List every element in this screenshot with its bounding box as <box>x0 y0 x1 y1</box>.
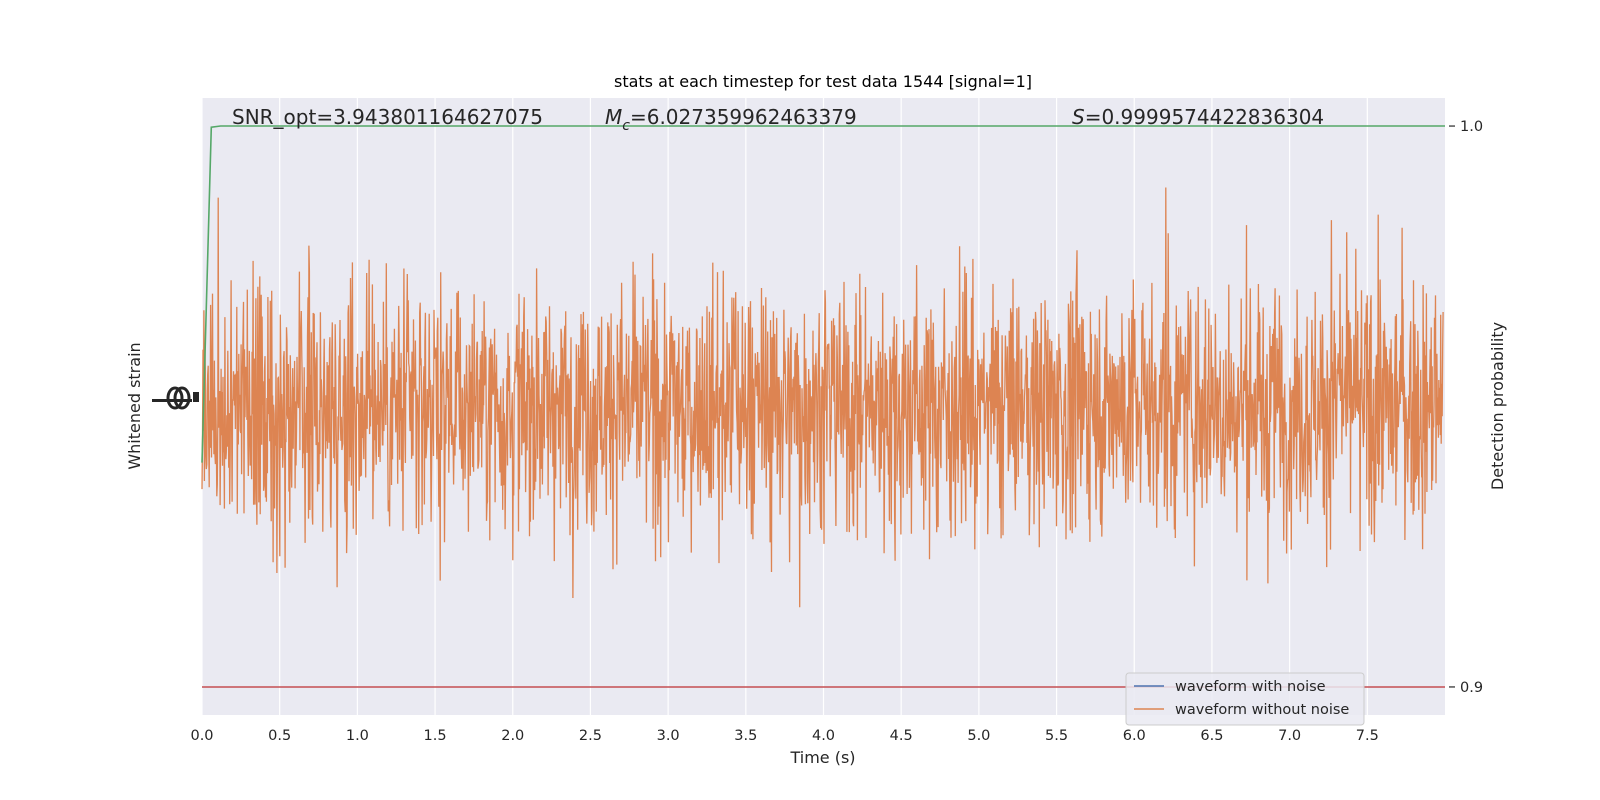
x-tick-label: 0.5 <box>268 728 291 744</box>
snr-statistic-annotation: S=0.9999574422836304 <box>1072 105 1324 129</box>
legend-label-with-noise: waveform with noise <box>1175 679 1326 695</box>
detection-probability-line <box>201 125 1445 463</box>
x-tick-label: 0.0 <box>190 728 213 744</box>
x-tick-label: 5.0 <box>967 728 990 744</box>
x-tick-label: 5.5 <box>1045 728 1068 744</box>
y-axis-label-right: Detection probability <box>1488 322 1507 490</box>
right-tick-label: 1.0 <box>1460 119 1483 135</box>
s-value: =0.9999574422836304 <box>1085 105 1324 129</box>
left-axis-clutter <box>152 386 199 410</box>
x-tick-label: 1.0 <box>346 728 369 744</box>
x-tick-label: 2.5 <box>579 728 602 744</box>
legend: waveform with noise waveform without noi… <box>1125 672 1365 726</box>
x-tick-label: 3.0 <box>657 728 680 744</box>
x-tick-label: 4.5 <box>890 728 913 744</box>
x-axis-ticks: 0.0 0.5 1.0 1.5 2.0 2.5 3.0 3.5 4.0 4.5 5.0 5.5 6.0 6… <box>190 728 1378 744</box>
x-tick-label: 2.0 <box>501 728 524 744</box>
chirp-mass-symbol: M <box>605 105 622 129</box>
y-axis-label-left: Whitened strain <box>125 342 144 469</box>
right-axis-ticks: 1.0 0.9 <box>1449 119 1483 696</box>
right-tick-label: 0.9 <box>1460 680 1483 696</box>
x-tick-label: 6.0 <box>1123 728 1146 744</box>
s-symbol: S <box>1072 105 1085 129</box>
x-tick-label: 4.0 <box>812 728 835 744</box>
waveform-without-noise-line <box>201 187 1444 608</box>
chirp-mass-value: =6.027359962463379 <box>630 105 857 129</box>
chirp-mass-annotation: Mc=6.027359962463379 <box>605 105 857 134</box>
snr-annotation: SNR_opt=3.943801164627075 <box>232 105 543 129</box>
x-tick-label: 7.0 <box>1278 728 1301 744</box>
series-waveform-without-noise <box>201 187 1444 608</box>
x-axis-label: Time (s) <box>789 748 855 767</box>
legend-box <box>1125 672 1365 726</box>
x-tick-label: 1.5 <box>424 728 447 744</box>
legend-label-without-noise: waveform without noise <box>1175 702 1349 718</box>
x-tick-label: 6.5 <box>1200 728 1223 744</box>
chirp-mass-subscript: c <box>622 118 630 134</box>
x-tick-label: 7.5 <box>1356 728 1379 744</box>
x-tick-label: 3.5 <box>734 728 757 744</box>
chart-title: stats at each timestep for test data 154… <box>614 72 1032 91</box>
